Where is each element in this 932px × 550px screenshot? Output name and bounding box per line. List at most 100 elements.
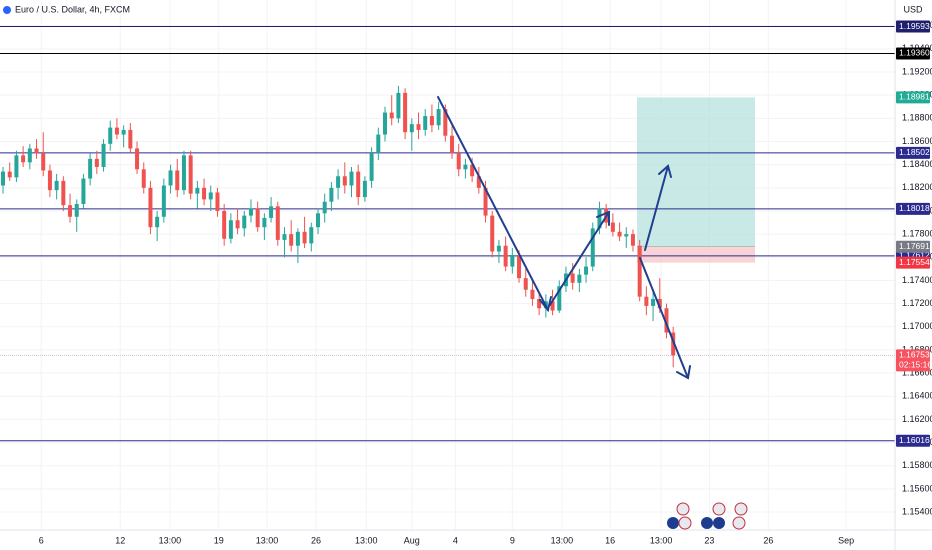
candle-body bbox=[188, 155, 193, 194]
candle-body bbox=[269, 206, 274, 218]
candle-body bbox=[34, 148, 39, 154]
candle-body bbox=[597, 208, 602, 229]
x-tick-label: 16 bbox=[605, 535, 615, 545]
price-label-box bbox=[896, 349, 930, 372]
price-label: 1.16016 bbox=[899, 435, 930, 445]
event-flag bbox=[678, 516, 692, 530]
trend-arrow bbox=[639, 257, 689, 379]
y-tick-label: 1.15400 bbox=[902, 506, 932, 516]
price-label: 1.18018 bbox=[899, 203, 930, 213]
candle-body bbox=[181, 155, 186, 191]
candle-body bbox=[570, 273, 575, 283]
trend-arrow bbox=[644, 165, 669, 251]
candle-body bbox=[141, 169, 146, 188]
price-label-box bbox=[896, 434, 930, 447]
candle-body bbox=[175, 170, 180, 191]
y-tick-label: 1.16400 bbox=[902, 391, 932, 401]
event-flag bbox=[713, 517, 725, 529]
candle-body bbox=[369, 153, 374, 181]
y-tick-label: 1.16200 bbox=[902, 414, 932, 424]
candle-body bbox=[155, 216, 160, 228]
loss-zone bbox=[637, 246, 755, 263]
y-tick-label: 1.19200 bbox=[902, 66, 932, 76]
candle-body bbox=[208, 192, 213, 200]
candle-body bbox=[315, 213, 320, 228]
candle-body bbox=[429, 116, 434, 126]
x-tick-label: Sep bbox=[838, 535, 854, 545]
candle-body bbox=[242, 215, 247, 229]
candle-body bbox=[148, 187, 153, 228]
x-tick-label: 12 bbox=[115, 535, 125, 545]
candle-body bbox=[644, 296, 649, 306]
y-tick-label: 1.18800 bbox=[902, 113, 932, 123]
x-tick-label: 4 bbox=[453, 535, 458, 545]
price-label: 1.17612 bbox=[899, 250, 930, 260]
candle-body bbox=[456, 153, 461, 170]
price-label: 1.18981 bbox=[899, 92, 930, 102]
price-label-box bbox=[896, 146, 930, 159]
candle-body bbox=[336, 176, 341, 188]
candle-body bbox=[584, 266, 589, 275]
arrow-head bbox=[676, 365, 691, 380]
price-label: 1.18502 bbox=[899, 147, 930, 157]
candles bbox=[1, 85, 676, 368]
price-label: 1.16753 bbox=[899, 350, 930, 360]
candle-body bbox=[362, 180, 367, 198]
candle-body bbox=[416, 124, 421, 130]
candle-body bbox=[228, 220, 233, 239]
y-tick-label: 1.17200 bbox=[902, 298, 932, 308]
candle-body bbox=[289, 234, 294, 246]
candle-body bbox=[81, 178, 86, 205]
candle-body bbox=[342, 176, 347, 186]
trend-arrow bbox=[437, 96, 549, 311]
y-tick-label: 1.15800 bbox=[902, 460, 932, 470]
candle-body bbox=[590, 228, 595, 267]
arrow-head bbox=[596, 210, 610, 226]
x-tick-label: 19 bbox=[214, 535, 224, 545]
drawings bbox=[437, 96, 691, 380]
candle-body bbox=[496, 245, 501, 252]
y-tick-label: 1.15600 bbox=[902, 483, 932, 493]
price-label: 1.17691 bbox=[899, 241, 930, 251]
event-flag bbox=[701, 517, 713, 529]
candle-body bbox=[61, 180, 66, 206]
arrow-head bbox=[539, 296, 552, 313]
candle-body bbox=[637, 245, 642, 297]
y-tick-label: 1.16800 bbox=[902, 344, 932, 354]
price-label: 1.17554 bbox=[899, 257, 930, 267]
candle-body bbox=[88, 158, 93, 179]
candle-body bbox=[54, 180, 59, 191]
candle-body bbox=[114, 127, 119, 135]
event-flag bbox=[712, 502, 726, 516]
candle-body bbox=[624, 234, 629, 237]
y-tick-label: 1.18400 bbox=[902, 159, 932, 169]
candle-body bbox=[41, 153, 46, 171]
candle-body bbox=[101, 143, 106, 167]
candle-body bbox=[7, 171, 12, 178]
candle-body bbox=[443, 109, 448, 136]
candle-body bbox=[383, 112, 388, 135]
candle-body bbox=[195, 187, 200, 194]
candle-body bbox=[168, 170, 173, 186]
candle-body bbox=[664, 308, 669, 333]
price-label-box bbox=[896, 91, 930, 104]
candle-body bbox=[27, 148, 32, 163]
trend-arrow bbox=[549, 211, 610, 306]
y-tick-label: 1.16600 bbox=[902, 367, 932, 377]
candle-body bbox=[550, 301, 555, 311]
x-tick-label: 13:00 bbox=[256, 535, 279, 545]
candle-body bbox=[68, 205, 73, 217]
candle-body bbox=[376, 134, 381, 154]
price-label-box bbox=[896, 47, 930, 60]
currency-label: USD bbox=[903, 4, 923, 14]
x-tick-label: 13:00 bbox=[551, 535, 574, 545]
candle-body bbox=[463, 164, 468, 170]
candle-body bbox=[262, 217, 267, 228]
candle-body bbox=[577, 274, 582, 283]
candle-body bbox=[295, 231, 300, 246]
event-icons bbox=[667, 502, 748, 530]
candle-body bbox=[389, 112, 394, 119]
candle-body bbox=[309, 227, 314, 244]
x-tick-label: Aug bbox=[404, 535, 420, 545]
candle-body bbox=[275, 206, 280, 240]
